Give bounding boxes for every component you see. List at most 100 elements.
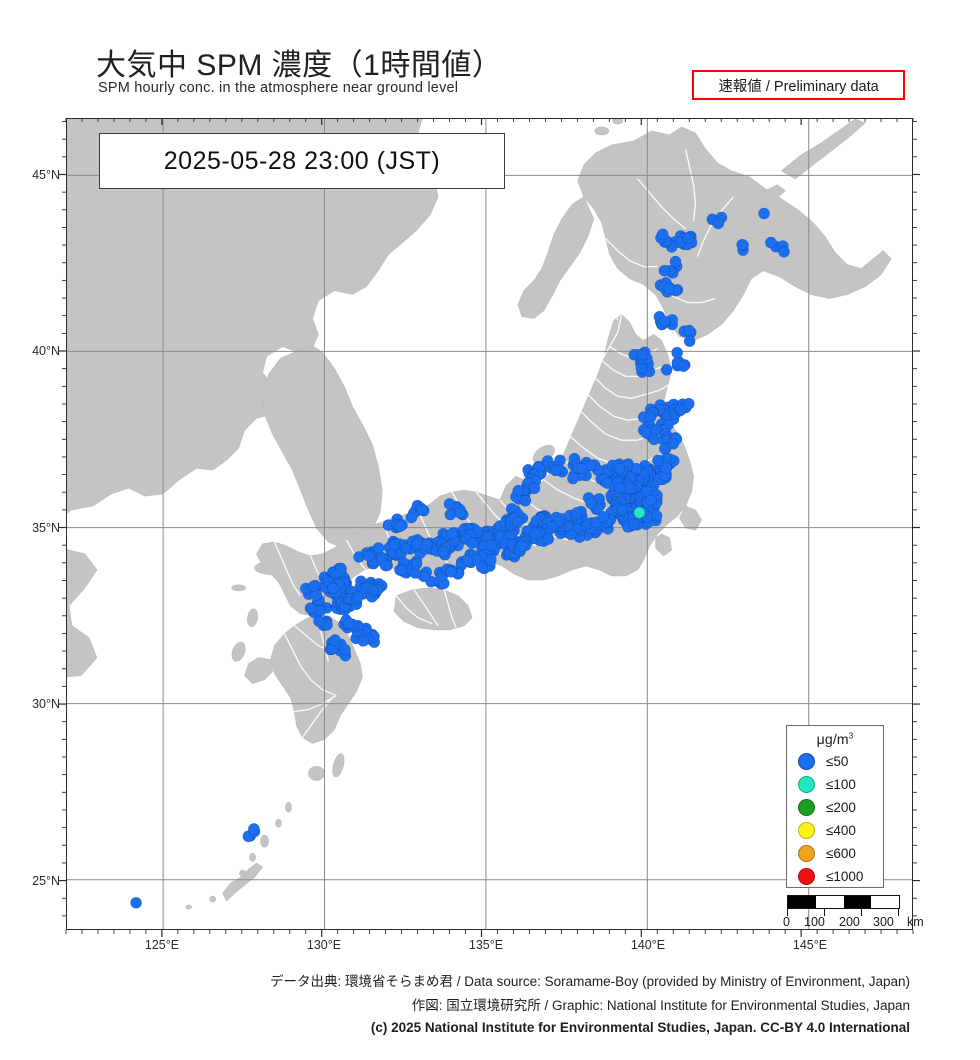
tanegashima: [332, 753, 345, 778]
tokara-island-2: [275, 818, 282, 828]
observation-point: [343, 617, 355, 630]
observation-point: [663, 282, 675, 295]
legend-item: ≤100: [787, 773, 883, 796]
observation-point: [367, 584, 380, 597]
observation-point: [736, 238, 748, 251]
rishiri-island: [594, 126, 610, 136]
observation-point: [758, 207, 770, 220]
rebun-island: [612, 119, 624, 125]
observation-point: [636, 348, 649, 361]
observation-point: [515, 540, 528, 552]
legend-swatch: [798, 753, 815, 770]
observation-point-highlight: [633, 506, 646, 519]
observation-point: [542, 533, 555, 545]
scale-label-200: 200: [839, 915, 860, 929]
observation-point: [388, 538, 401, 551]
observation-point: [454, 507, 466, 519]
lon-tick-145: 145°E: [792, 938, 828, 952]
observation-point: [485, 539, 498, 552]
shikotan-island: [759, 224, 772, 234]
observation-points-layer: [130, 207, 790, 909]
observation-point: [519, 494, 532, 507]
observation-point: [410, 557, 423, 570]
observation-point: [683, 324, 695, 337]
observation-point: [307, 580, 320, 593]
observation-point: [712, 217, 725, 230]
observation-point: [339, 643, 351, 656]
legend-label: ≤100: [826, 777, 856, 792]
legend-item: ≤200: [787, 796, 883, 819]
observation-point: [585, 497, 598, 510]
legend-swatch: [798, 868, 815, 885]
observation-point: [420, 539, 433, 551]
lat-tick-45: 45°N: [32, 168, 60, 182]
observation-point: [443, 498, 456, 510]
map-plot-area[interactable]: [66, 118, 913, 930]
izu-peninsula: [655, 533, 672, 557]
observation-point: [512, 484, 525, 497]
kuril-islands: [780, 119, 866, 180]
scale-label-0: 0: [783, 915, 790, 929]
observation-point: [682, 232, 694, 245]
observation-point: [466, 537, 478, 549]
timestamp-label: 2025-05-28 23:00 (JST): [99, 133, 505, 189]
scale-label-unit: km: [907, 915, 924, 929]
tokunoshima: [249, 852, 256, 862]
goto-islands: [231, 641, 246, 662]
legend-item: ≤600: [787, 842, 883, 865]
observation-point: [656, 228, 669, 241]
observation-point: [567, 472, 579, 485]
observation-point: [682, 397, 695, 410]
nagasaki-area: [244, 657, 273, 685]
observation-point: [575, 462, 588, 475]
observation-point: [660, 462, 672, 474]
observation-point: [304, 602, 317, 615]
lat-tick-40: 40°N: [32, 344, 60, 358]
observation-point: [570, 507, 583, 519]
scale-bar-labels: 0 100 200 300 km: [770, 915, 924, 933]
observation-point: [511, 516, 524, 528]
observation-point: [616, 503, 629, 516]
footer-data-source: データ出典: 環境省そらまめ君 / Data source: Soramame-…: [270, 974, 910, 989]
observation-point: [445, 565, 457, 578]
small-island-west: [231, 584, 246, 592]
observation-point: [667, 437, 680, 450]
observation-point: [461, 554, 474, 567]
legend-swatch: [798, 822, 815, 839]
lat-tick-30: 30°N: [32, 697, 60, 711]
tokara-island-1: [285, 801, 292, 813]
observation-point: [327, 582, 339, 595]
observation-point: [528, 482, 541, 495]
legend-label: ≤1000: [826, 869, 864, 884]
okinawa-main-island: [222, 862, 264, 902]
scale-seg-3: [843, 896, 872, 908]
observation-point: [601, 477, 613, 489]
observation-point: [652, 454, 664, 467]
scale-tick-200: [861, 909, 862, 916]
boso-peninsula: [679, 505, 702, 531]
observation-point: [674, 403, 687, 416]
observation-point: [669, 255, 682, 268]
observation-point: [446, 527, 458, 540]
scale-seg-1: [788, 896, 816, 908]
iki-tsushima: [247, 608, 259, 628]
concentration-legend: μg/m3 ≤50 ≤100 ≤200 ≤400 ≤600 ≤1000: [786, 725, 884, 888]
legend-label: ≤400: [826, 823, 856, 838]
amami-island: [260, 834, 269, 848]
scale-seg-4: [871, 896, 899, 908]
lon-tick-135: 135°E: [468, 938, 504, 952]
observation-point: [362, 549, 375, 562]
observation-point: [677, 360, 690, 372]
observation-point: [485, 554, 497, 566]
legend-item: ≤400: [787, 819, 883, 842]
legend-title: μg/m3: [787, 731, 883, 747]
legend-label: ≤50: [826, 754, 849, 769]
observation-point: [765, 236, 777, 249]
page-title: 大気中 SPM 濃度（1時間値）: [96, 49, 503, 82]
observation-point: [683, 335, 696, 347]
lon-tick-125: 125°E: [144, 938, 180, 952]
observation-point: [597, 510, 610, 523]
observation-point: [357, 635, 370, 647]
legend-item: ≤50: [787, 750, 883, 773]
observation-point: [613, 462, 626, 475]
